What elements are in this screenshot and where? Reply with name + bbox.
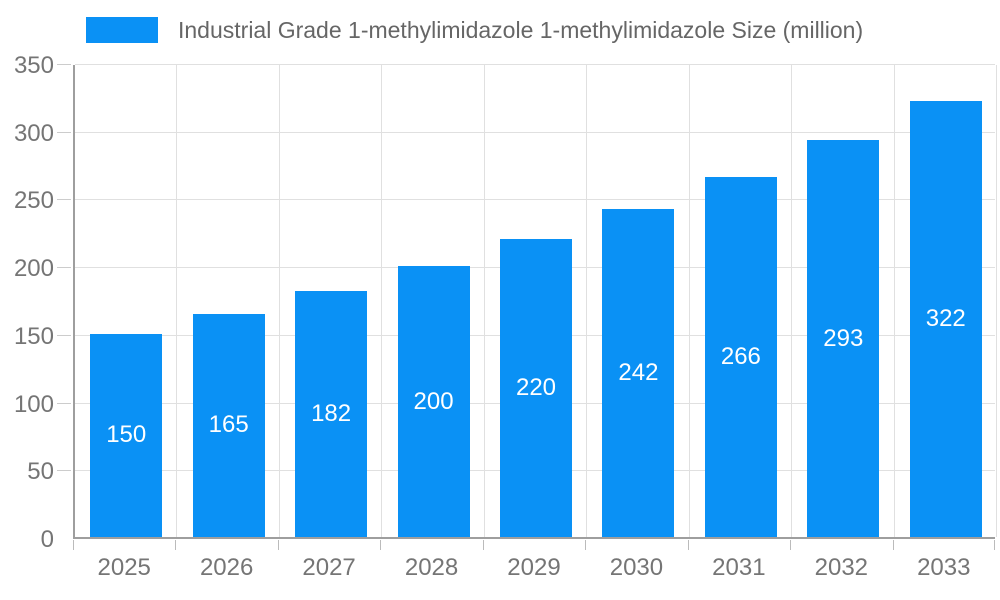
bar-2032[interactable]: 293 [807, 140, 880, 537]
plot-area: 150 165 182 200 220 242 266 293 322 [73, 64, 997, 539]
gridline-h [75, 131, 995, 133]
y-axis-tick [57, 64, 71, 65]
gridline-v [996, 65, 997, 537]
gridline-h [75, 64, 995, 65]
bar-2031[interactable]: 266 [704, 176, 777, 537]
y-axis-tick [57, 334, 71, 336]
x-tick-label-2030: 2030 [609, 554, 664, 581]
x-axis-tick [175, 540, 177, 550]
y-tick-label-50: 50 [27, 458, 54, 486]
gridline-v [176, 65, 178, 537]
bar-2033[interactable]: 322 [909, 100, 982, 537]
bar-2025[interactable]: 150 [90, 333, 163, 537]
x-axis-tick [380, 540, 382, 550]
bar-value-label: 182 [311, 399, 352, 427]
x-tick-label-2028: 2028 [404, 554, 459, 581]
x-axis-tick [482, 540, 484, 550]
x-axis-tick [994, 540, 995, 550]
y-axis-tick [57, 267, 71, 269]
x-axis-tick [73, 540, 74, 550]
bar-value-label: 293 [823, 324, 864, 352]
x-axis-tick [790, 540, 792, 550]
bar-2026[interactable]: 165 [192, 313, 265, 537]
gridline-v [483, 65, 485, 537]
gridline-v [893, 65, 895, 537]
gridline-v [586, 65, 588, 537]
legend-item[interactable]: Industrial Grade 1-methylimidazole 1-met… [86, 10, 863, 50]
gridline-v [791, 65, 793, 537]
y-tick-label-250: 250 [13, 187, 54, 215]
bar-value-label: 266 [720, 342, 761, 370]
y-tick-label-150: 150 [13, 322, 54, 350]
y-tick-label-200: 200 [13, 255, 54, 283]
x-tick-label-2031: 2031 [712, 554, 766, 581]
y-axis-tick [57, 470, 71, 472]
bar-value-label: 150 [106, 421, 147, 449]
x-tick-label-2032: 2032 [814, 554, 869, 581]
legend-label: Industrial Grade 1-methylimidazole 1-met… [178, 16, 864, 43]
gridline-v [688, 65, 690, 537]
x-axis-tick [277, 540, 279, 550]
gridline-v [278, 65, 280, 537]
bar-value-label: 165 [208, 411, 249, 439]
y-axis-tick [57, 402, 71, 404]
x-tick-label-2033: 2033 [917, 554, 971, 581]
x-axis-tick [892, 540, 894, 550]
x-tick-label-2027: 2027 [302, 554, 356, 581]
gridline-v [381, 65, 383, 537]
bar-2030[interactable]: 242 [602, 209, 675, 537]
bar-value-label: 242 [618, 359, 659, 387]
bar-2029[interactable]: 220 [500, 239, 572, 537]
y-axis-tick [57, 199, 71, 201]
x-axis-tick [687, 540, 689, 550]
gridline-h [75, 199, 995, 201]
x-tick-label-2025: 2025 [97, 554, 151, 581]
y-tick-label-100: 100 [13, 390, 54, 418]
y-tick-label-350: 350 [13, 52, 54, 79]
x-tick-label-2029: 2029 [507, 554, 561, 581]
x-axis-tick [585, 540, 587, 550]
bar-2028[interactable]: 200 [397, 266, 470, 537]
y-tick-label-300: 300 [13, 119, 54, 147]
y-axis-tick [57, 131, 71, 133]
bar-2027[interactable]: 182 [295, 290, 368, 537]
bar-value-label: 220 [515, 374, 557, 402]
bar-value-label: 322 [925, 304, 966, 332]
bar-value-label: 200 [413, 387, 454, 415]
x-tick-label-2026: 2026 [199, 554, 254, 581]
legend-swatch-icon [86, 17, 158, 43]
y-tick-label-0: 0 [40, 526, 54, 553]
